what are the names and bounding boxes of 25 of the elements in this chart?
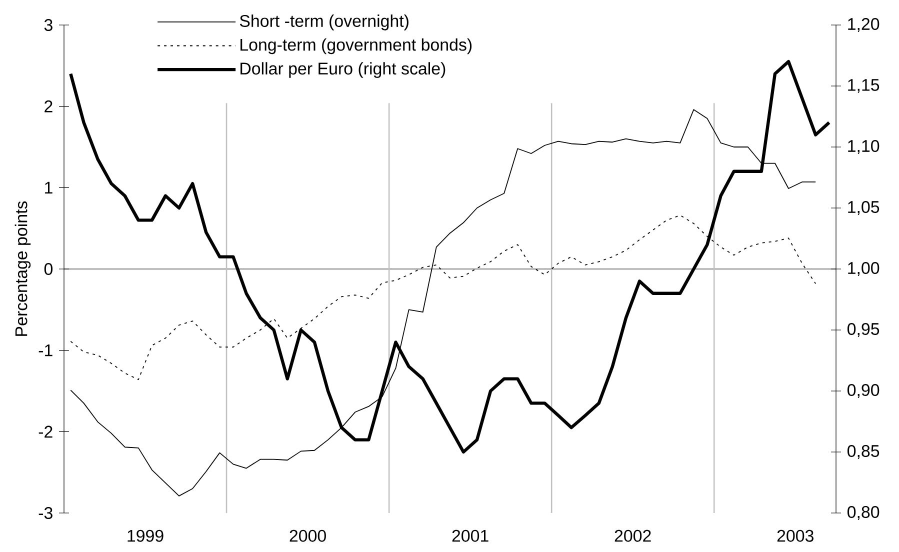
x-tick-label: 2003	[777, 530, 814, 542]
y-tick-label: 3	[44, 19, 52, 31]
y-tick-label: 1	[45, 182, 52, 194]
y-axis-title: Percentage points	[14, 201, 31, 336]
y-tick-label: -2	[38, 426, 52, 438]
x-tick-label: 2001	[452, 530, 488, 542]
y2-tick-label: 1,05	[848, 201, 880, 215]
legend-label: Short -term (overnight)	[240, 14, 408, 30]
x-tick-label: 2000	[290, 530, 326, 542]
x-tick-label: 2002	[614, 530, 651, 542]
y2-tick-label: 0,90	[848, 384, 880, 398]
x-tick-label: 1999	[128, 530, 164, 542]
y-tick-label: -1	[38, 344, 52, 356]
y2-tick-label: 1,10	[848, 140, 880, 154]
y-tick-label: 0	[44, 263, 53, 275]
y2-tick-label: 0,85	[848, 445, 880, 459]
legend-label: Long-term (government bonds)	[240, 38, 472, 54]
y2-tick-label: 1,15	[848, 79, 880, 93]
legend-label: Dollar per Euro (right scale)	[240, 62, 446, 78]
y2-tick-label: 0,80	[848, 506, 880, 520]
y2-tick-label: 0,95	[848, 323, 880, 337]
y2-tick-label: 1,20	[848, 18, 880, 32]
y-tick-label: 2	[44, 100, 52, 112]
y-tick-label: -3	[38, 507, 52, 519]
y2-tick-label: 1,00	[848, 262, 880, 276]
